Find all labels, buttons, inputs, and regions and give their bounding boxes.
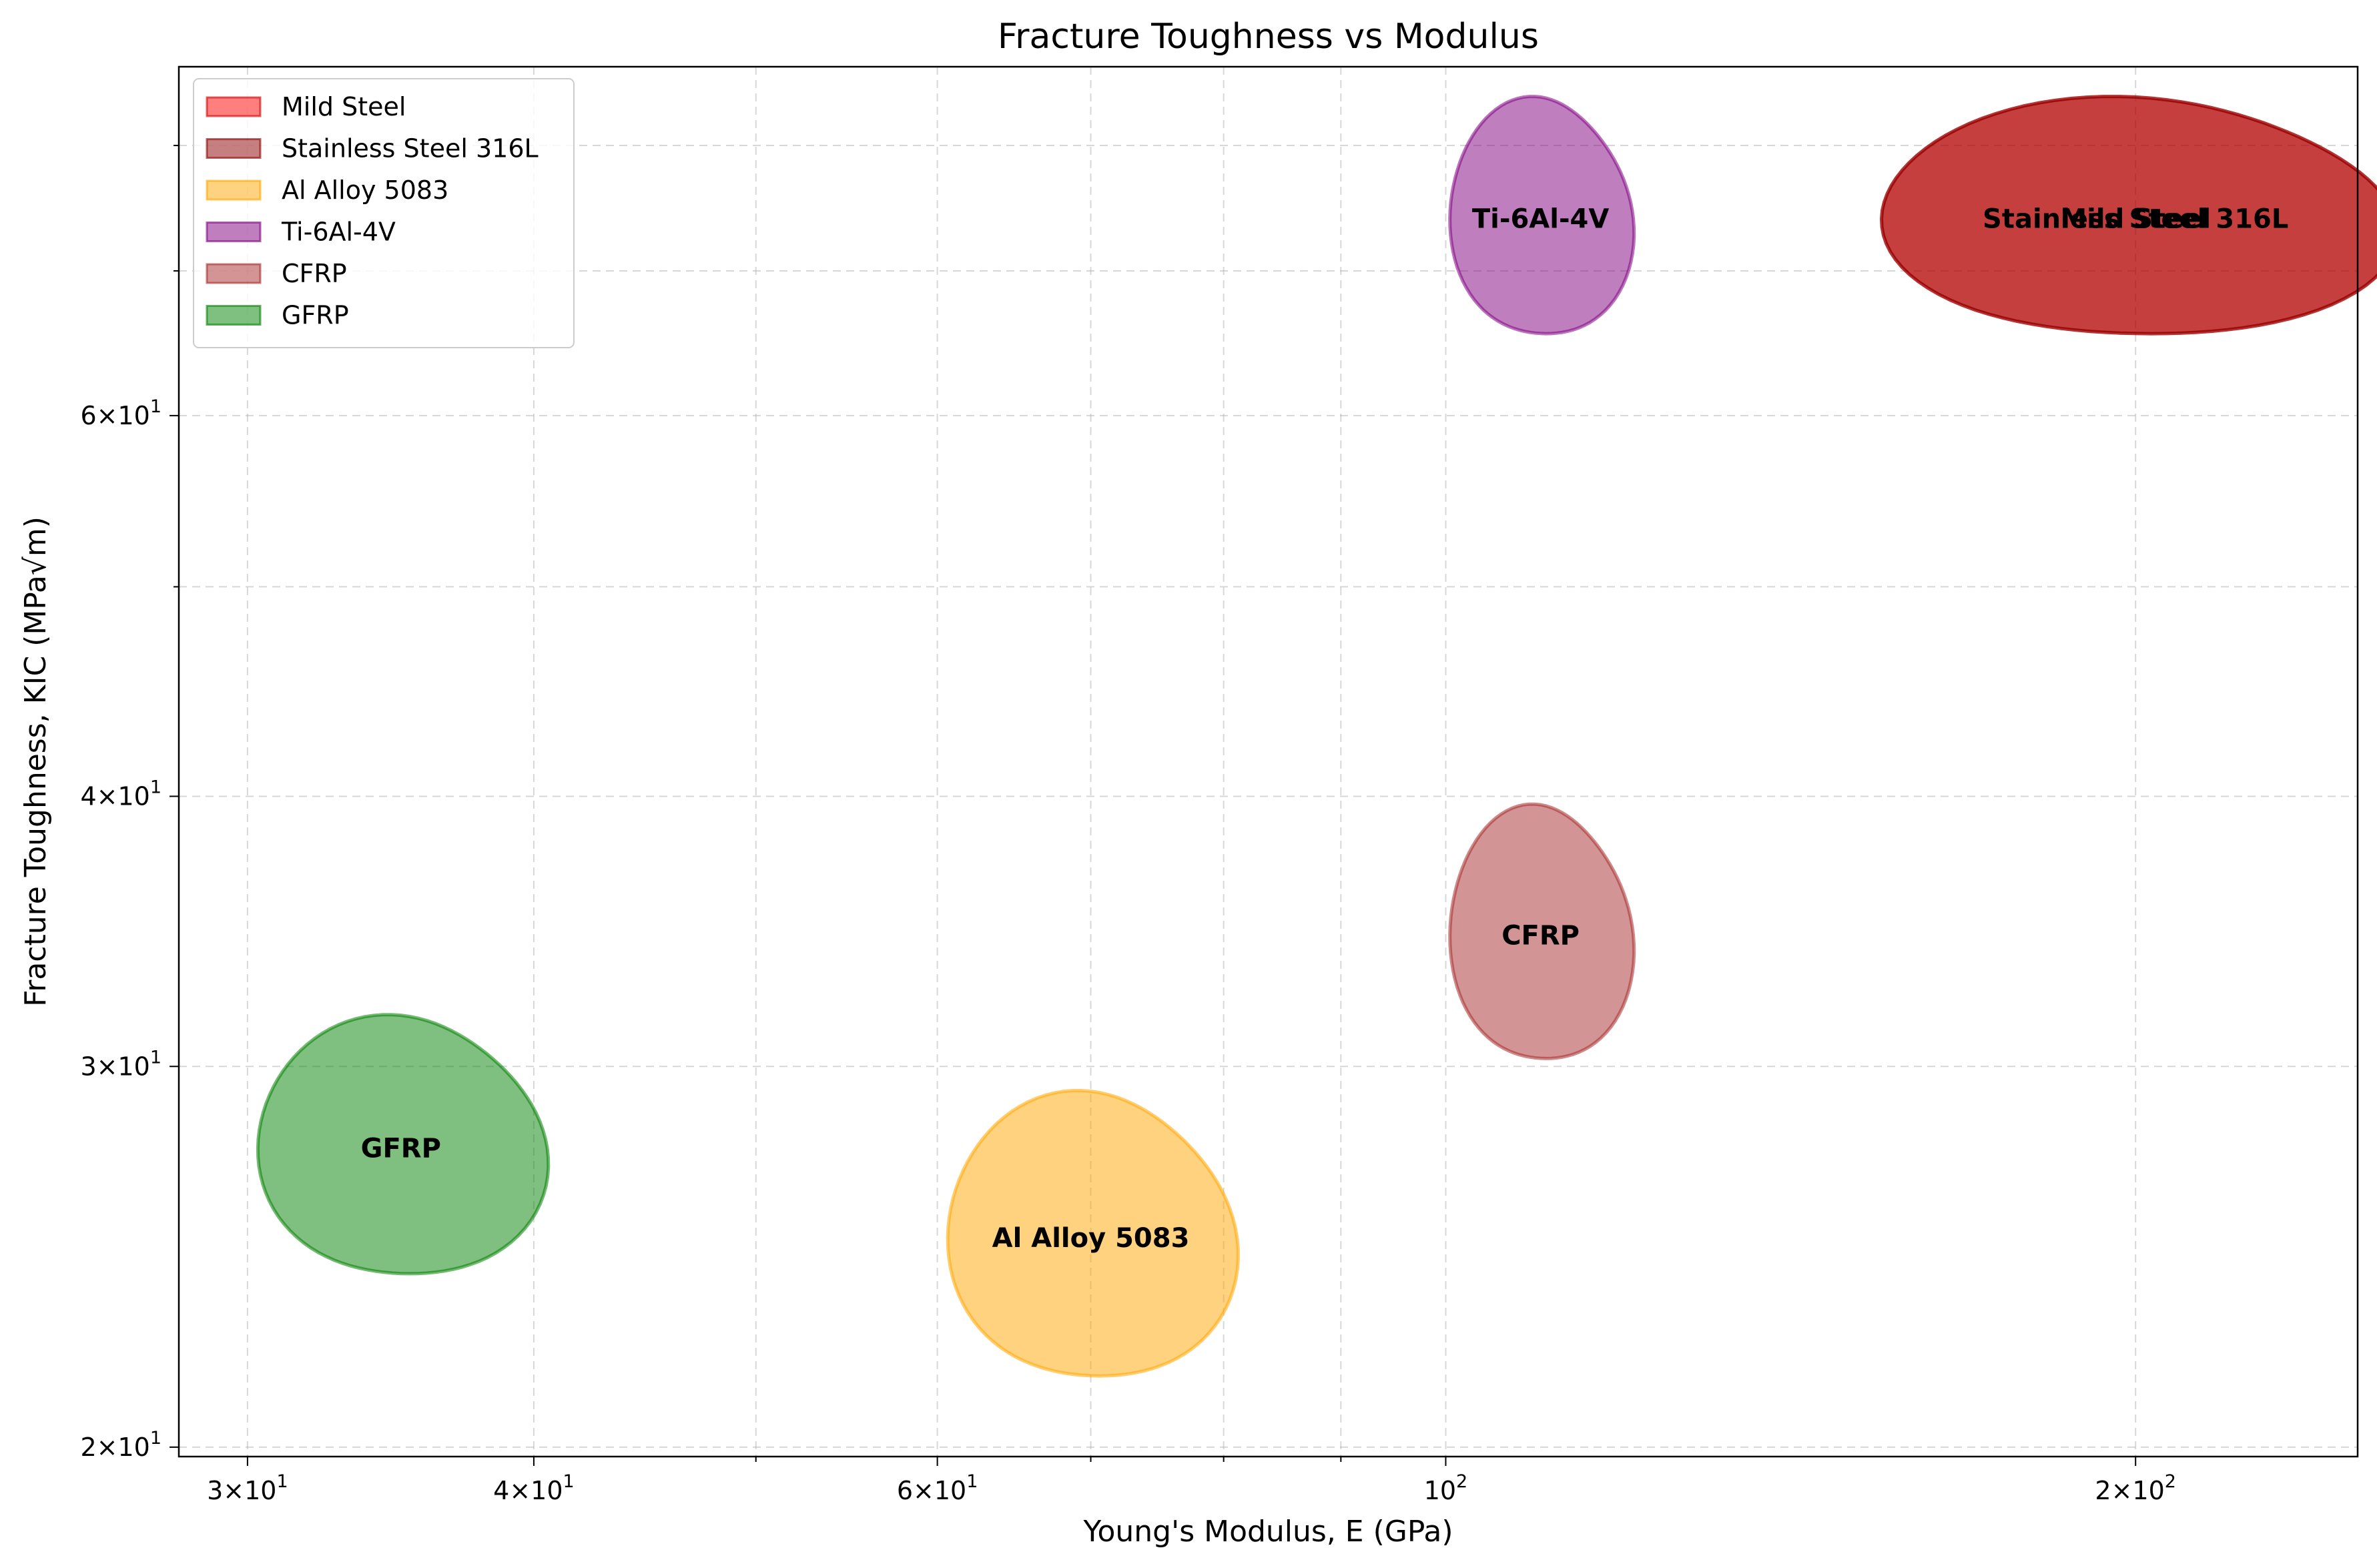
- legend-entry-gfrp: GFRP: [282, 301, 349, 330]
- region-label-stainless-steel-316l: Stainless Steel 316L: [1983, 204, 2288, 235]
- legend-entry-mild-steel: Mild Steel: [282, 92, 406, 121]
- legend-swatch-mild-steel: [206, 96, 262, 117]
- y-tick-label: 2×101: [80, 1428, 161, 1462]
- legend-swatch-cfrp: [206, 263, 262, 284]
- region-gfrp: [256, 1013, 551, 1276]
- x-tick-label: 4×101: [493, 1471, 575, 1505]
- y-axis-label: Fracture Toughness, KIC (MPa√m): [19, 516, 53, 1007]
- y-tick-label: 3×101: [80, 1047, 161, 1081]
- x-tick-label: 6×101: [897, 1471, 978, 1505]
- chart-title: Fracture Toughness vs Modulus: [998, 17, 1539, 57]
- x-tick-label: 3×101: [207, 1471, 288, 1505]
- legend-entry-cfrp: CFRP: [282, 259, 347, 288]
- region-ti-6al-4v: [1448, 95, 1636, 336]
- region-label-al-alloy-5083: Al Alloy 5083: [992, 1223, 1190, 1254]
- y-tick-label: 4×101: [80, 777, 161, 811]
- legend-swatch-al-alloy-5083: [206, 179, 262, 201]
- region-label-cfrp: CFRP: [1501, 921, 1580, 951]
- region-label-ti-6al-4v: Ti-6Al-4V: [1472, 204, 1610, 235]
- region-label-gfrp: GFRP: [361, 1134, 441, 1164]
- region-al-alloy-5083: [946, 1089, 1241, 1378]
- y-tick-label: 6×101: [80, 396, 161, 430]
- legend-swatch-ti-6al-4v: [206, 222, 262, 242]
- axes-frame: [178, 65, 2359, 1458]
- legend-entry-stainless-steel-316l: Stainless Steel 316L: [282, 134, 539, 163]
- region-cfrp: [1448, 802, 1636, 1060]
- material-regions: [256, 95, 2377, 1378]
- legend: Mild Steel Stainless Steel 316L Al Alloy 5…: [193, 78, 575, 348]
- ticks: 3×101 4×101 6×101 102 2×102 2×101 3×101 4×101 6×…: [80, 145, 2176, 1505]
- legend-box: [193, 78, 575, 348]
- region-stainless-steel-316l: [1879, 95, 2377, 336]
- legend-entry-al-alloy-5083: Al Alloy 5083: [282, 175, 448, 205]
- legend-entry-ti-6al-4v: Ti-6Al-4V: [281, 218, 396, 247]
- region-label-mild-steel: Mild Steel: [2060, 204, 2211, 235]
- x-tick-label: 2×102: [2095, 1471, 2176, 1505]
- x-tick-label: 102: [1424, 1471, 1468, 1505]
- legend-swatch-stainless-steel-316l: [206, 138, 262, 159]
- x-axis-label: Young's Modulus, E (GPa): [1082, 1515, 1453, 1549]
- legend-swatch-gfrp: [206, 305, 262, 326]
